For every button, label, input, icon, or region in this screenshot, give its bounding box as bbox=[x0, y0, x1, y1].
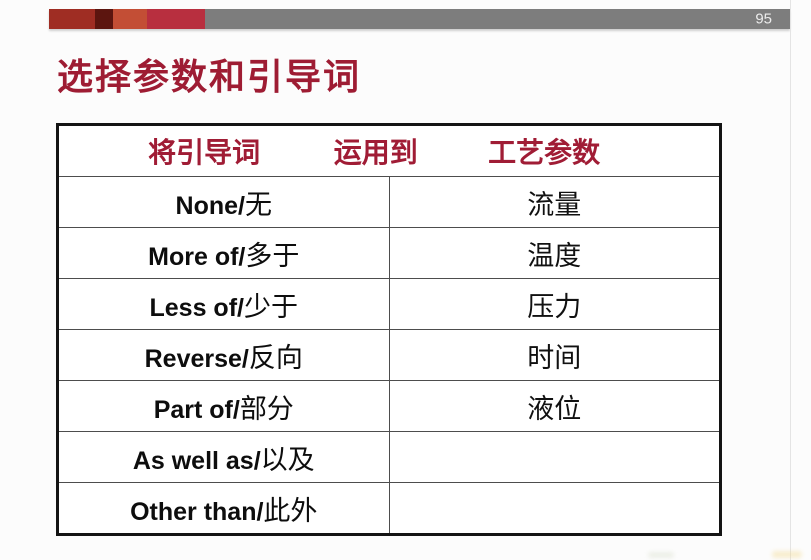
parameter-cell: 液位 bbox=[388, 380, 721, 432]
guideword-en: More of/ bbox=[148, 242, 246, 271]
accent-bar-segment-3 bbox=[113, 9, 147, 29]
guideword-cn: 多于 bbox=[245, 240, 300, 272]
slide-right-edge-line bbox=[790, 0, 791, 560]
accent-bar-segment-4 bbox=[147, 9, 205, 29]
guideword-cn: 反向 bbox=[248, 342, 303, 374]
table-row: Less of/少于 压力 bbox=[57, 278, 721, 330]
parameter-cell: 压力 bbox=[388, 278, 721, 330]
guideword-en: Less of/ bbox=[149, 293, 244, 322]
page-title: 选择参数和引导词 bbox=[57, 56, 362, 98]
header-applyto-label: 运用到 bbox=[333, 136, 418, 169]
guideword-cell: Other than/此外 bbox=[57, 482, 390, 535]
accent-bar-gray: 95 bbox=[205, 9, 790, 29]
guideword-cell: None/无 bbox=[57, 176, 390, 228]
guideword-cn: 此外 bbox=[263, 495, 318, 527]
parameter-cell: 温度 bbox=[388, 227, 721, 279]
table-row: Part of/部分 液位 bbox=[57, 380, 721, 432]
guideword-cell: Less of/少于 bbox=[57, 278, 390, 330]
page-number: 95 bbox=[755, 10, 772, 28]
table-row: None/无 流量 bbox=[57, 176, 721, 228]
guideword-cell: Reverse/反向 bbox=[57, 329, 390, 381]
guideword-cn: 少于 bbox=[243, 291, 298, 323]
guideword-en: Other than/ bbox=[130, 497, 264, 526]
parameter-cell bbox=[388, 482, 721, 535]
guideword-cell: More of/多于 bbox=[57, 227, 390, 279]
table-row: As well as/以及 bbox=[57, 431, 721, 483]
parameter-cell: 流量 bbox=[388, 176, 721, 228]
accent-bar-segment-1 bbox=[49, 9, 95, 29]
parameter-cell bbox=[388, 431, 721, 483]
table-row: Reverse/反向 时间 bbox=[57, 329, 721, 381]
accent-bar-segment-2 bbox=[95, 9, 113, 29]
guideword-cn: 部分 bbox=[239, 393, 294, 425]
guideword-cell: Part of/部分 bbox=[57, 380, 390, 432]
table-row: More of/多于 温度 bbox=[57, 227, 721, 279]
guideword-en: As well as/ bbox=[132, 446, 261, 475]
header-guideword-label: 将引导词 bbox=[148, 136, 261, 169]
guideword-cn: 以及 bbox=[260, 444, 315, 476]
guideword-cell: As well as/以及 bbox=[57, 431, 390, 483]
watermark-remnant bbox=[648, 552, 674, 558]
table-row: Other than/此外 bbox=[57, 482, 721, 535]
header-parameter-label: 工艺参数 bbox=[488, 136, 601, 169]
guideword-cn: 无 bbox=[244, 189, 272, 221]
watermark-remnant bbox=[772, 551, 802, 558]
guideword-en: Part of/ bbox=[153, 395, 240, 424]
guideword-en: Reverse/ bbox=[144, 344, 249, 373]
guideword-parameter-table: 将引导词 运用到 工艺参数 None/无 流量 More of/多于 温度 Le… bbox=[56, 123, 722, 536]
slide-accent-bar: 95 bbox=[49, 9, 790, 29]
parameter-cell: 时间 bbox=[388, 329, 721, 381]
guideword-en: None/ bbox=[175, 191, 245, 220]
table-header-cell: 将引导词 运用到 工艺参数 bbox=[57, 124, 721, 177]
table-header-row: 将引导词 运用到 工艺参数 bbox=[57, 124, 721, 177]
